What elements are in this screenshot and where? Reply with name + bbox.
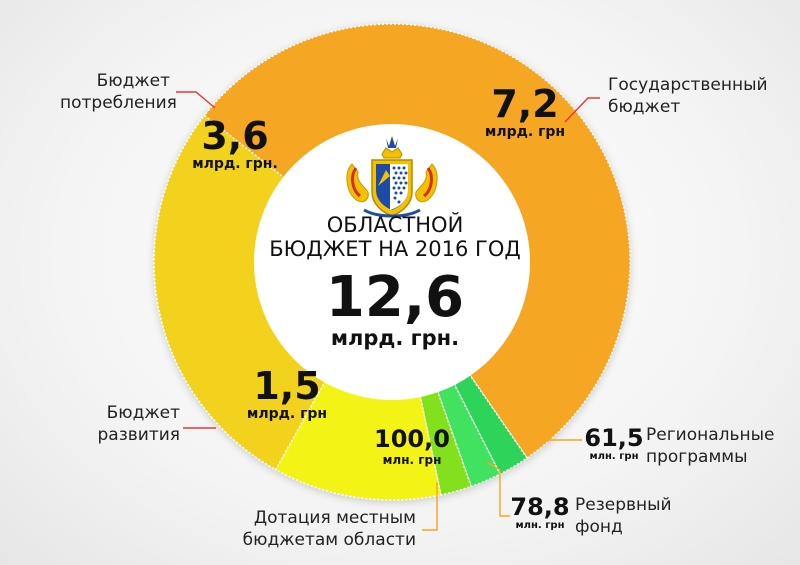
value-subsidy: 100,0	[374, 425, 450, 453]
value-label-development: 1,5 млрд. грн	[232, 366, 342, 422]
center-title-line2: БЮДЖЕТ НА 2016 ГОД	[269, 237, 521, 261]
label-regional-line1: Региональные	[646, 425, 775, 445]
donut-hole	[254, 124, 530, 400]
label-development: Бюджет развития	[80, 402, 181, 446]
center-title: ОБЛАСТНОЙ БЮДЖЕТ НА 2016 ГОД	[260, 213, 530, 261]
label-state-budget-line1: Государственный	[608, 75, 768, 95]
label-subsidy: Дотация местным бюджетам области	[226, 507, 416, 551]
value-development: 1,5	[253, 364, 321, 408]
unit-regional: млн. грн	[589, 451, 639, 462]
unit-state-budget: млрд. грн	[484, 124, 566, 140]
leader-regional	[539, 431, 582, 441]
leader-state-budget	[564, 97, 600, 123]
label-consumption: Бюджет потребления	[60, 70, 177, 114]
coat-of-arms-icon	[346, 136, 438, 218]
label-development-line2: развития	[97, 425, 181, 445]
leader-lines	[176, 91, 600, 531]
value-label-reserve: 78,8 млн. грн	[508, 494, 572, 531]
label-reserve: Резервный фонд	[575, 494, 672, 538]
label-regional-line2: программы	[646, 447, 748, 467]
label-regional: Региональные программы	[646, 424, 775, 468]
value-consumption: 3,6	[201, 114, 269, 158]
value-label-state-budget: 7,2 млрд. грн	[470, 84, 580, 140]
unit-development: млрд. грн	[246, 406, 328, 422]
label-consumption-line1: Бюджет	[96, 71, 170, 91]
center-total-value: 12,6	[325, 265, 465, 330]
label-consumption-line2: потребления	[60, 93, 177, 113]
value-label-consumption: 3,6 млрд. грн.	[185, 116, 285, 172]
value-regional: 61,5	[584, 424, 644, 452]
label-state-budget-line2: бюджет	[608, 97, 681, 117]
center-total-unit: млрд. грн.	[330, 326, 460, 350]
label-development-line1: Бюджет	[106, 403, 180, 423]
label-state-budget: Государственный бюджет	[608, 74, 768, 118]
label-subsidy-line1: Дотация местным	[253, 508, 416, 528]
center-title-line1: ОБЛАСТНОЙ	[326, 213, 464, 237]
value-state-budget: 7,2	[491, 82, 559, 126]
leader-subsidy	[422, 482, 438, 531]
value-reserve: 78,8	[510, 493, 570, 521]
unit-subsidy: млн. грн	[382, 453, 442, 467]
label-reserve-line2: фонд	[575, 517, 623, 537]
unit-consumption: млрд. грн.	[192, 156, 278, 172]
leader-consumption	[176, 91, 216, 109]
leader-reserve	[486, 461, 510, 517]
label-reserve-line1: Резервный	[575, 495, 672, 515]
value-label-regional: 61,5 млн. грн	[584, 425, 644, 462]
value-label-subsidy: 100,0 млн. грн	[372, 425, 452, 467]
label-subsidy-line2: бюджетам области	[242, 530, 416, 550]
unit-reserve: млн. грн	[515, 520, 565, 531]
